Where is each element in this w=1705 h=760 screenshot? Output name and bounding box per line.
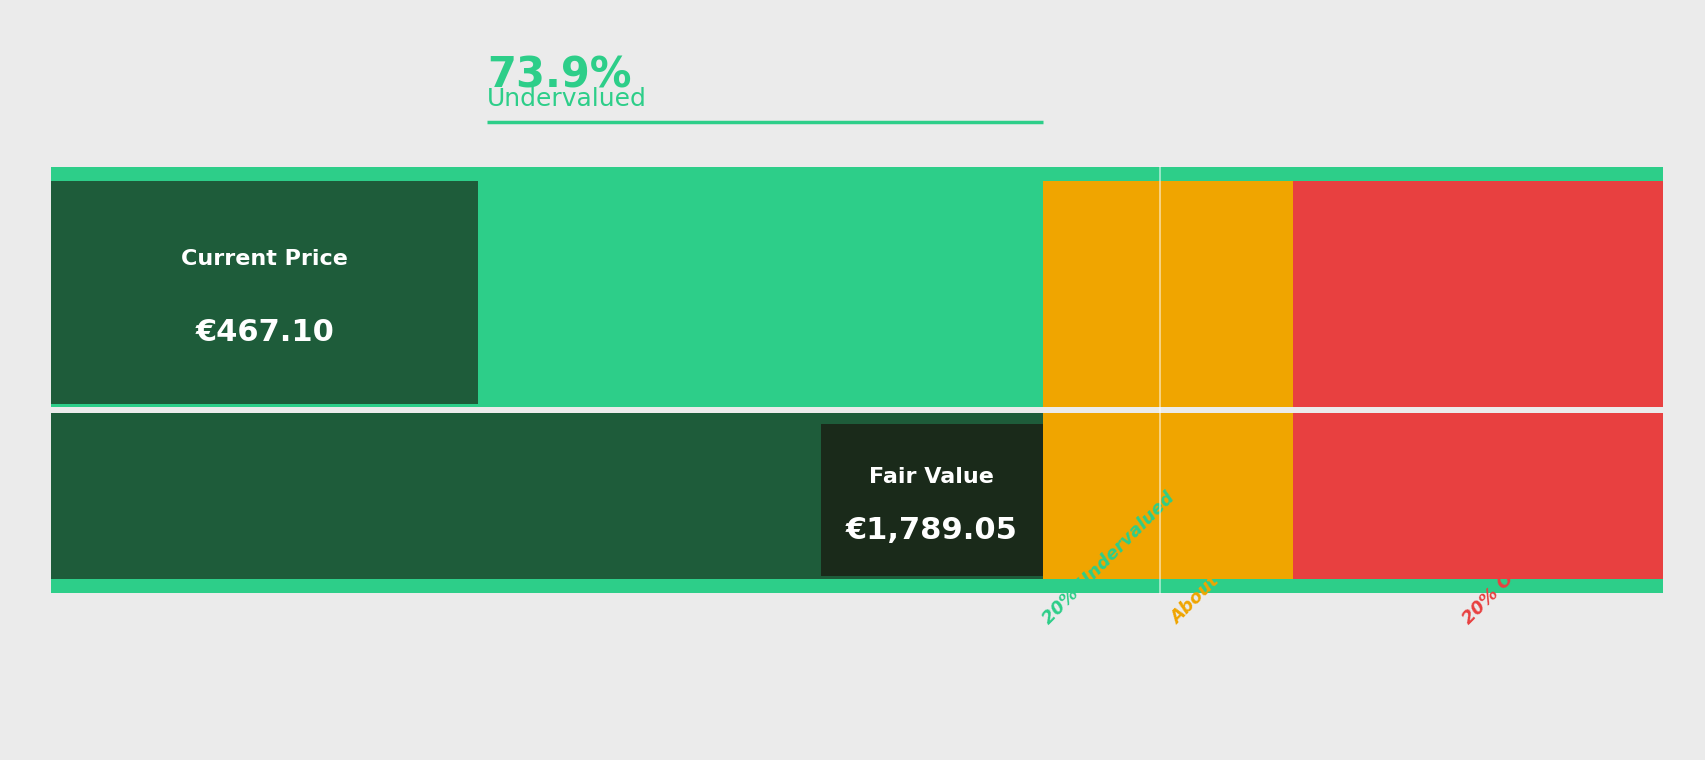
Text: About Right: About Right: [1166, 530, 1265, 629]
Bar: [820, 424, 1042, 576]
Text: Undervalued: Undervalued: [486, 87, 646, 111]
Bar: [51, 181, 477, 404]
Bar: [51, 410, 1042, 593]
Bar: [1042, 410, 1292, 593]
Bar: [1042, 167, 1292, 410]
Text: €1,789.05: €1,789.05: [846, 516, 1018, 545]
Bar: [1292, 410, 1662, 593]
Bar: [51, 407, 1662, 413]
Text: 73.9%: 73.9%: [486, 55, 631, 97]
Text: 20% Undervalued: 20% Undervalued: [1038, 489, 1178, 629]
Bar: [51, 579, 1662, 593]
Text: Current Price: Current Price: [181, 249, 348, 269]
Text: Fair Value: Fair Value: [870, 467, 994, 487]
Bar: [51, 167, 1662, 181]
Bar: [51, 167, 1042, 410]
Text: €467.10: €467.10: [196, 318, 334, 347]
Text: 20% Overvalued: 20% Overvalued: [1458, 499, 1587, 629]
Bar: [1292, 167, 1662, 410]
